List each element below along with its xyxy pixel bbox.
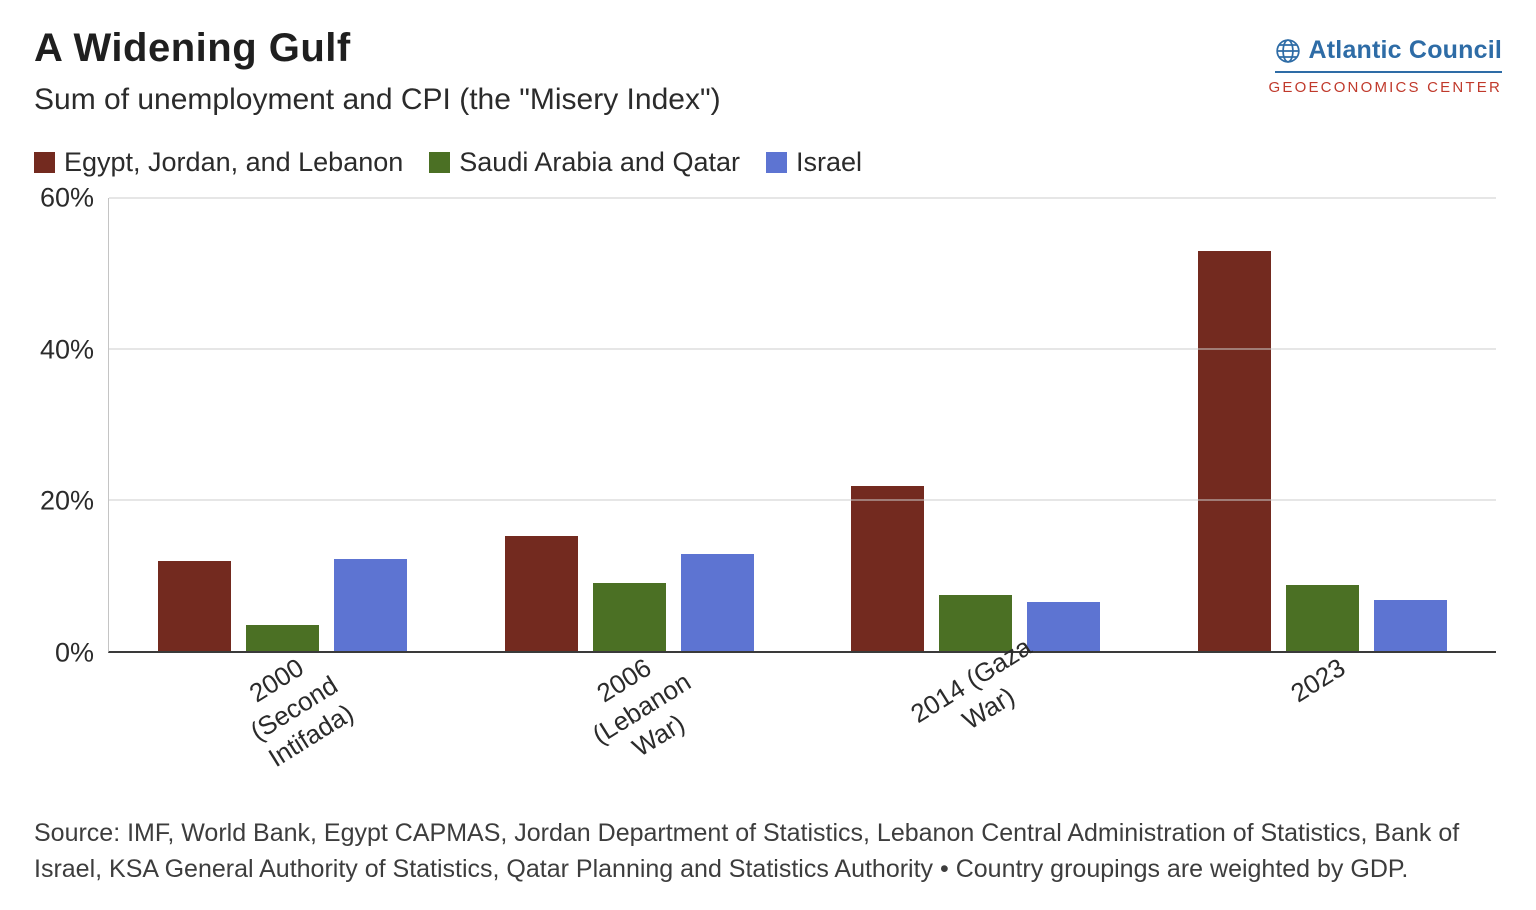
x-axis-label: 2000 (Second Intifada) — [243, 652, 359, 773]
bar — [1374, 599, 1448, 651]
legend-swatch — [429, 152, 451, 173]
bar — [1027, 601, 1101, 651]
bar — [1286, 585, 1360, 651]
bar — [333, 558, 407, 651]
legend-label: Saudi Arabia and Qatar — [459, 147, 740, 177]
x-axis-label: 2014 (Gaza War) — [904, 631, 1037, 736]
bar — [245, 624, 319, 651]
bar-groups — [109, 198, 1496, 651]
bar — [1198, 250, 1272, 651]
legend-item: Egypt, Jordan, and Lebanon — [34, 147, 403, 178]
y-tick-label: 60% — [39, 182, 94, 213]
gridline — [109, 499, 1496, 501]
bar — [680, 554, 754, 651]
gridline — [109, 197, 1496, 199]
bar-group — [851, 198, 1101, 651]
legend-swatch — [34, 152, 55, 173]
globe-icon — [1275, 38, 1301, 64]
source-note: Source: IMF, World Bank, Egypt CAPMAS, J… — [34, 819, 1460, 884]
y-tick-label: 0% — [54, 637, 94, 668]
header-text: A Widening Gulf Sum of unemployment and … — [34, 22, 721, 117]
bar-group — [504, 198, 754, 651]
bar — [851, 485, 925, 651]
atlantic-council-logo: Atlantic Council GEOECONOMICS CENTER — [1269, 36, 1502, 96]
x-axis-label: 2023 — [1284, 652, 1350, 709]
chart: 0% 20% 40% 60% — [34, 183, 1502, 668]
legend: Egypt, Jordan, and Lebanon Saudi Arabia a… — [34, 147, 1502, 178]
legend-item: Saudi Arabia and Qatar — [429, 147, 740, 178]
x-axis-labels: 2000 (Second Intifada) 2006 (Lebanon War) 2014… — [108, 631, 1496, 811]
bar-group — [1198, 198, 1448, 651]
legend-swatch — [765, 152, 787, 173]
bar — [592, 583, 666, 651]
y-tick-label: 20% — [39, 485, 94, 516]
legend-label: Egypt, Jordan, and Lebanon — [64, 147, 404, 177]
gridline — [109, 348, 1496, 350]
chart-title: A Widening Gulf — [34, 26, 351, 70]
legend-item: Israel — [765, 147, 863, 178]
bar — [939, 595, 1013, 651]
y-axis: 0% 20% 40% 60% — [34, 183, 108, 668]
bar-group — [157, 198, 407, 651]
bar — [157, 561, 231, 651]
logo-subtitle: GEOECONOMICS CENTER — [1268, 79, 1502, 96]
plot-area — [108, 197, 1496, 653]
x-axis-label: 2006 (Lebanon War) — [586, 652, 696, 763]
header: A Widening Gulf Sum of unemployment and … — [34, 22, 1502, 117]
legend-label: Israel — [795, 147, 863, 177]
bar — [504, 536, 578, 651]
y-tick-label: 40% — [39, 334, 94, 365]
chart-subtitle: Sum of unemployment and CPI (the "Misery… — [34, 83, 721, 116]
logo-top: Atlantic Council — [1274, 36, 1502, 73]
logo-name: Atlantic Council — [1308, 36, 1502, 64]
